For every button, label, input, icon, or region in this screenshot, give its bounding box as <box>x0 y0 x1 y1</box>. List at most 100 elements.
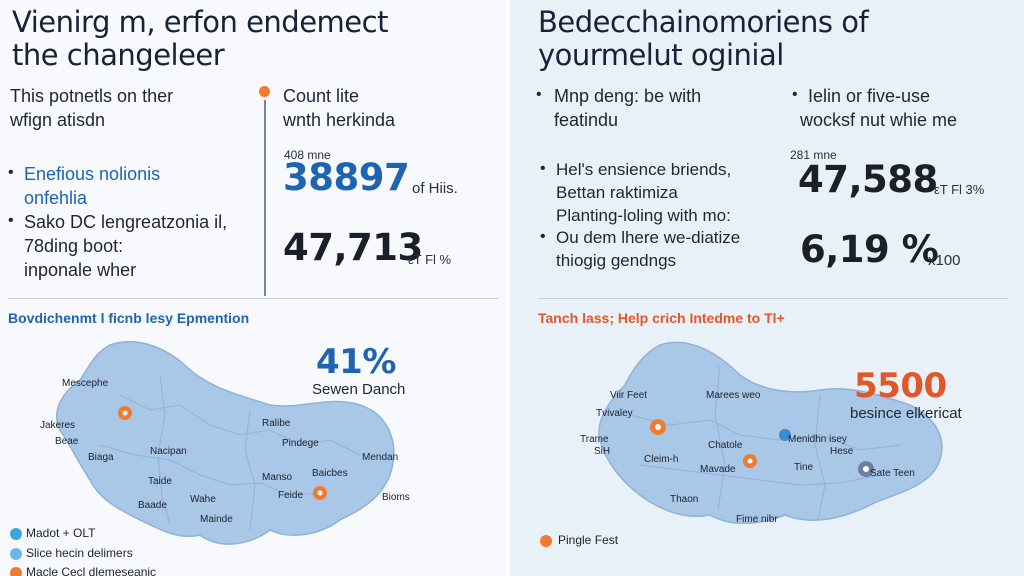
place-label: Wahe <box>190 494 216 505</box>
left-panel: Vienirg m, erfon endemect the changeleer… <box>0 0 505 576</box>
bullet-icon: • <box>792 86 798 103</box>
right-map <box>598 341 943 524</box>
left-map-border <box>157 374 171 526</box>
right-title-line-2: yourmelut oginial <box>538 38 784 72</box>
right-bullet-1-line-2: featindu <box>554 110 619 130</box>
left-stat-2-value: 47,713 <box>283 226 423 269</box>
left-map-stat-label: Sewen Danch <box>312 381 406 398</box>
right-bullet-2-line-2: wocksf nut whie me <box>800 110 958 130</box>
place-label: Mescephe <box>62 378 109 389</box>
place-label: Viir Feet <box>610 390 648 401</box>
legend-label: Madot + OLT <box>26 526 96 540</box>
place-label: Menidhn isey <box>788 434 847 445</box>
place-label: Baicbes <box>312 468 348 479</box>
right-list-1-line-3: Planting-loling with mo: <box>556 206 731 225</box>
left-map-border <box>119 394 361 456</box>
panel-divider <box>505 0 510 576</box>
place-label: Chatole <box>708 440 743 451</box>
right-map-stat-value: 5500 <box>854 366 947 406</box>
place-label: Pindege <box>282 438 319 449</box>
place-label: Mendan <box>362 452 399 463</box>
legend-dot-icon <box>10 567 22 576</box>
right-stat-1-unit: εT Fl 3% <box>934 182 985 197</box>
right-map-border <box>639 464 881 486</box>
place-label: Biaga <box>88 452 114 463</box>
right-divider-horizontal <box>538 298 1008 299</box>
left-map-stat-value: 41% <box>316 342 396 382</box>
place-label: Bioms <box>382 492 410 503</box>
right-title: Bedecchainomoriens of yourmelut oginial <box>538 5 869 72</box>
left-map-border <box>244 409 256 531</box>
right-list-1-line-2: Bettan raktimiza <box>556 183 678 202</box>
place-label: Thaon <box>670 494 699 505</box>
place-label: Feide <box>278 490 304 501</box>
left-stat-small: 408 mne <box>284 148 331 162</box>
map-pin-dot <box>317 490 323 496</box>
right-map-landmass <box>598 341 943 524</box>
left-map-border <box>99 444 321 496</box>
left-divider-horizontal <box>8 298 498 299</box>
left-stat-1-unit: of Hiis. <box>412 180 458 197</box>
left-stat-header-line-1: Count lite <box>283 86 360 106</box>
place-label: Taide <box>148 476 172 487</box>
place-label: Fime nibr <box>736 514 778 525</box>
map-pin-dot <box>747 458 753 464</box>
place-label: Mainde <box>200 514 233 525</box>
place-label: SiH <box>594 446 611 457</box>
place-label: Cleim-h <box>644 454 679 465</box>
place-label: Manso <box>262 472 293 483</box>
place-label: Nacipan <box>150 446 187 457</box>
place-label: Jakeres <box>40 420 76 431</box>
right-section-title: Tanch lass; Help crich Intedme to Tl+ <box>538 310 785 326</box>
left-bullet-2-line-1: Sako DC lengreatzonia il, <box>24 212 228 232</box>
right-panel: Bedecchainomoriens of yourmelut oginial … <box>510 0 1024 576</box>
right-bullet-2-line-1: Ielin or five-use <box>808 86 931 106</box>
right-title-line-1: Bedecchainomoriens of <box>538 5 869 39</box>
left-bullet-1-line-2: onfehlia <box>24 188 88 208</box>
place-label: Ralibe <box>262 418 291 429</box>
left-section-title: Bovdichenmt l ficnb lesy Epmention <box>8 310 250 326</box>
bullet-icon: • <box>8 212 14 229</box>
place-label: Mavade <box>700 464 736 475</box>
bullet-icon: • <box>8 164 14 181</box>
left-intro-line-1: This potnetls on ther <box>10 86 174 106</box>
right-bullet-1-line-1: Mnp deng: be with <box>554 86 702 106</box>
left-divider-vertical <box>264 100 266 296</box>
bullet-icon: • <box>540 228 546 245</box>
left-title-line-2: the changeleer <box>12 38 225 72</box>
legend-label: Slice hecin delimers <box>26 546 133 560</box>
legend-dot-icon <box>540 535 552 547</box>
right-list-2-line-2: thiogig gendngs <box>556 251 677 270</box>
right-map-border <box>714 364 726 511</box>
legend-dot-icon <box>10 548 22 560</box>
right-map-border <box>629 414 901 451</box>
right-list-1-line-1: Hel's ensience briends, <box>556 160 732 179</box>
map-pin-icon[interactable] <box>779 429 791 441</box>
place-label: Tine <box>794 462 814 473</box>
left-map <box>56 341 395 545</box>
legend-label: Macle Cecl dlemeseanic <box>26 565 157 576</box>
right-list-2-line-1: Ou dem lhere we-diatize <box>556 228 741 247</box>
bullet-icon: • <box>536 86 542 103</box>
right-stat-2-value: 6,19 % <box>800 228 939 271</box>
legend-label: Pingle Fest <box>558 533 619 547</box>
left-bullet-2-line-3: inponale wher <box>24 260 137 280</box>
map-pin-dot <box>122 410 128 416</box>
left-title: Vienirg m, erfon endemect the changeleer <box>12 6 388 72</box>
place-label: Marees weo <box>706 390 761 401</box>
place-label: Beae <box>55 436 79 447</box>
bullet-icon: • <box>540 160 546 177</box>
left-bullet-1-line-1: Enefious nolionis <box>24 164 161 184</box>
place-label: Hese <box>830 446 854 457</box>
right-map-stat-label: besince elkericat <box>850 405 962 422</box>
right-map-border <box>814 394 826 521</box>
left-bullet-2-line-2: 78ding boot: <box>24 236 124 256</box>
left-title-line-1: Vienirg m, erfon endemect <box>12 5 388 39</box>
map-pin-dot <box>863 466 869 472</box>
right-stat-1-value: 47,588 <box>798 158 938 201</box>
left-stat-1-value: 38897 <box>283 156 410 199</box>
left-intro-line-2: wfign atisdn <box>10 110 106 130</box>
place-label: Baade <box>138 500 167 511</box>
right-stat-small: 281 mne <box>790 148 837 162</box>
place-label: Trame <box>580 434 609 445</box>
